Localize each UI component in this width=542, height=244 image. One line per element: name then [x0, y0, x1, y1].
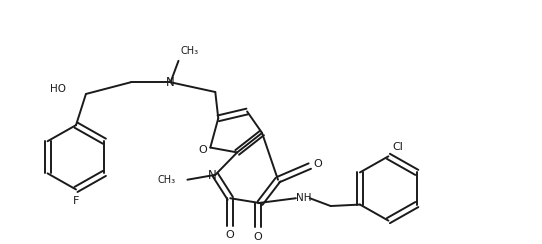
Text: N: N	[166, 76, 175, 89]
Text: N: N	[208, 169, 217, 182]
Text: HO: HO	[50, 84, 66, 94]
Text: CH₃: CH₃	[157, 175, 176, 185]
Text: O: O	[254, 232, 262, 242]
Text: O: O	[198, 144, 207, 154]
Text: CH₃: CH₃	[180, 46, 198, 56]
Text: O: O	[313, 159, 322, 169]
Text: F: F	[73, 196, 79, 206]
Text: O: O	[226, 230, 235, 240]
Text: NH: NH	[296, 193, 311, 203]
Text: Cl: Cl	[392, 142, 403, 152]
